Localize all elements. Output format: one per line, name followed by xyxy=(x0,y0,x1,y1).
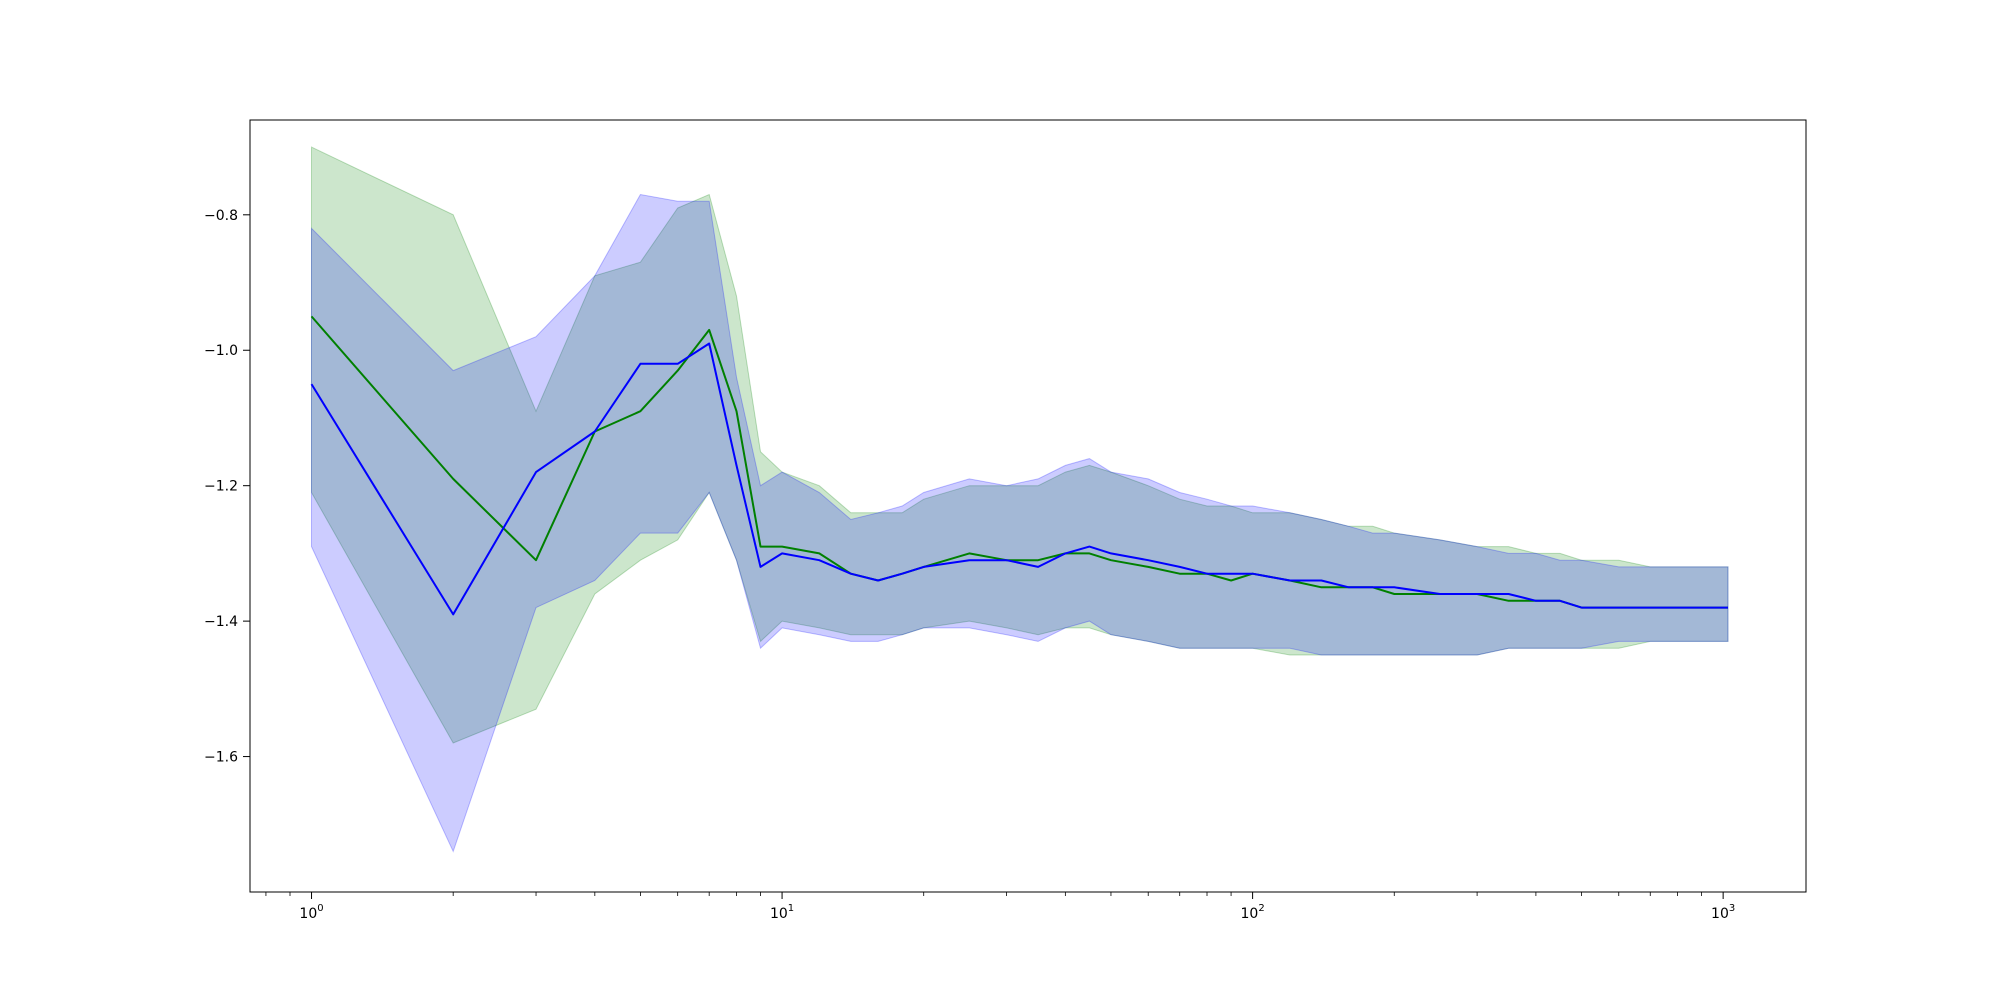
y-tick-label: −1.2 xyxy=(204,479,238,495)
x-tick-exponent: 0 xyxy=(317,903,323,914)
plot-area xyxy=(310,146,1729,853)
series-1-line xyxy=(310,342,1728,616)
x-tick-base: 10 xyxy=(1241,906,1259,922)
x-tick-base: 10 xyxy=(299,906,317,922)
series-0-band xyxy=(311,146,1729,744)
confidence-bands xyxy=(311,146,1729,853)
y-tick-label: −1.0 xyxy=(204,343,238,359)
series-1-band xyxy=(311,193,1729,853)
x-tick-exponent: 2 xyxy=(1258,903,1264,914)
x-tick-label: 100 xyxy=(299,903,323,922)
series-lines xyxy=(310,315,1728,616)
y-tick-label: −1.4 xyxy=(204,614,238,630)
axes-frame xyxy=(249,119,1807,893)
x-tick-label: 102 xyxy=(1241,903,1265,922)
x-tick-label: 101 xyxy=(770,903,794,922)
x-tick-exponent: 1 xyxy=(788,903,794,914)
x-tick-base: 10 xyxy=(1711,906,1729,922)
x-axis: 100 101 102 103 xyxy=(265,892,1735,922)
y-tick-label: −1.6 xyxy=(204,750,238,766)
x-tick-exponent: 3 xyxy=(1729,903,1735,914)
x-tick-label: 103 xyxy=(1711,903,1735,922)
y-axis: −0.8 −1.0 −1.2 −1.4 −1.6 xyxy=(204,208,250,766)
x-tick-base: 10 xyxy=(770,906,788,922)
y-tick-label: −0.8 xyxy=(204,208,238,224)
